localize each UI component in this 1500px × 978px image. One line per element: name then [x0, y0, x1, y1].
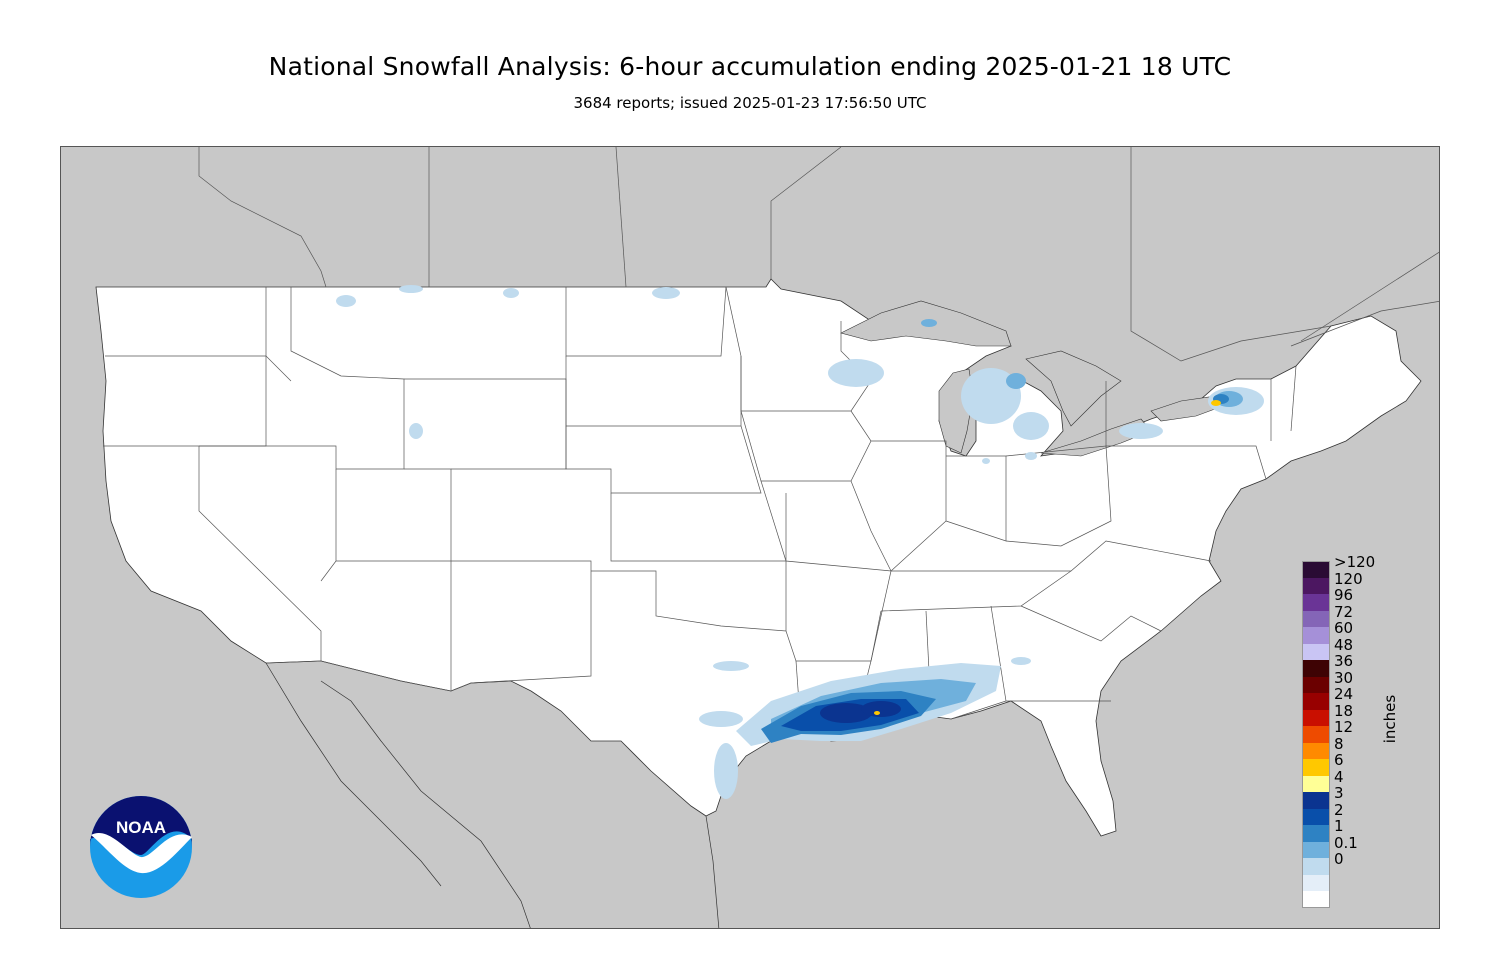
legend-swatch — [1302, 775, 1330, 792]
map-title: National Snowfall Analysis: 6-hour accum… — [268, 52, 1232, 81]
legend-label: 24 — [1334, 685, 1354, 703]
legend-units: inches — [1380, 690, 1400, 750]
state-boundaries — [103, 286, 1297, 732]
legend-label: 36 — [1334, 652, 1354, 670]
legend-swatch — [1302, 660, 1330, 677]
snowfall-extreme — [820, 701, 901, 723]
legend-swatch — [1302, 627, 1330, 644]
legend-label: 2 — [1334, 800, 1344, 819]
legend-label: 1 — [1334, 817, 1344, 835]
legend-swatch — [1302, 594, 1330, 611]
legend-label: 8 — [1334, 734, 1344, 753]
legend-swatch — [1302, 742, 1330, 759]
legend-label: 4 — [1334, 767, 1344, 786]
baja-coast — [265, 662, 442, 887]
legend-label: 72 — [1334, 602, 1354, 621]
legend-swatch — [1302, 874, 1330, 891]
legend-label: 18 — [1334, 701, 1354, 720]
legend-swatch — [1302, 825, 1330, 842]
legend-swatch — [1302, 577, 1330, 594]
legend-swatch — [1302, 610, 1330, 627]
legend-label: 0.1 — [1334, 833, 1358, 852]
legend-swatch — [1302, 808, 1330, 825]
legend-swatch — [1302, 726, 1330, 743]
legend-swatch — [1302, 643, 1330, 660]
mexico-border — [265, 660, 512, 692]
legend-label: 6 — [1334, 751, 1344, 769]
map-panel[interactable] — [60, 146, 1440, 929]
legend-swatch — [1302, 858, 1330, 875]
mexico-coast — [320, 680, 531, 928]
legend-label: 48 — [1334, 635, 1354, 654]
canada-lines — [198, 147, 1439, 362]
legend-swatch — [1302, 561, 1330, 578]
legend-swatch — [1302, 676, 1330, 693]
legend-label: 60 — [1334, 619, 1354, 637]
conus-land — [95, 278, 1422, 837]
legend-swatch — [1302, 841, 1330, 858]
legend-label: 30 — [1334, 668, 1354, 687]
lake-huron — [1025, 350, 1122, 427]
legend-swatch — [1302, 759, 1330, 776]
legend-swatch — [1302, 792, 1330, 809]
noaa-logo-text: NOAA — [116, 818, 166, 837]
legend-label: >120 — [1334, 553, 1376, 571]
legend-label: 3 — [1334, 784, 1344, 802]
legend-label: 120 — [1334, 569, 1363, 588]
mexico-gulf-coast — [705, 815, 720, 928]
snowfall-peak — [874, 400, 1221, 715]
map-canvas — [95, 147, 1439, 928]
legend-swatch — [1302, 693, 1330, 710]
legend-label: 0 — [1334, 850, 1344, 868]
noaa-logo: NOAA — [89, 795, 193, 899]
units-label: inches — [1381, 694, 1399, 744]
legend-swatch — [1302, 709, 1330, 726]
legend-label: 12 — [1334, 718, 1354, 736]
legend-swatch — [1302, 891, 1330, 908]
map-subtitle: 3684 reports; issued 2025-01-23 17:56:50… — [573, 94, 927, 112]
legend-label: 96 — [1334, 586, 1354, 604]
